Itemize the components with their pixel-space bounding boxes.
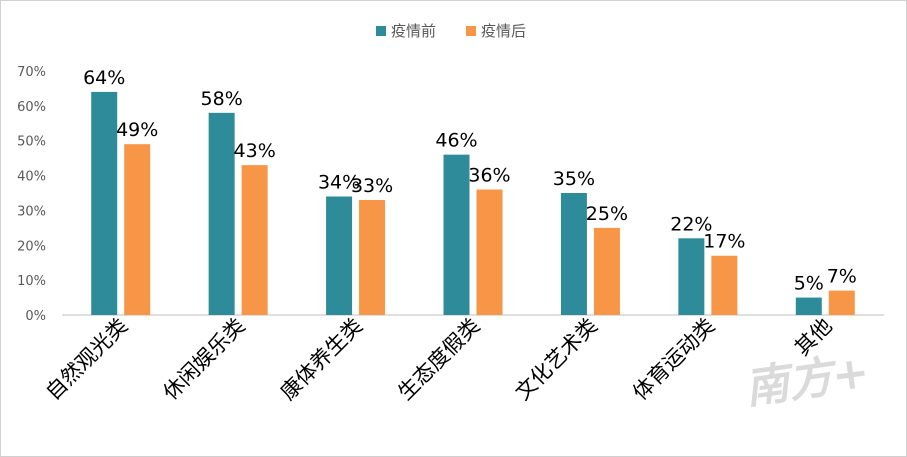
data-label: 22% bbox=[670, 213, 712, 235]
data-label: 64% bbox=[83, 67, 125, 89]
data-label: 49% bbox=[116, 119, 158, 141]
bar bbox=[711, 255, 738, 315]
bar bbox=[593, 227, 620, 315]
data-label: 25% bbox=[586, 203, 628, 225]
y-tick-label: 30% bbox=[17, 204, 46, 219]
data-label: 33% bbox=[351, 175, 393, 197]
bar bbox=[91, 91, 118, 316]
data-label: 36% bbox=[468, 165, 510, 187]
data-label: 5% bbox=[794, 273, 824, 295]
legend-swatch bbox=[466, 26, 476, 36]
bar bbox=[241, 165, 268, 315]
y-tick-label: 60% bbox=[17, 100, 46, 115]
bar bbox=[560, 193, 587, 315]
category-label: 休闲娱乐类 bbox=[158, 314, 249, 405]
category-label: 体育运动类 bbox=[628, 314, 719, 405]
category-label: 其他 bbox=[790, 314, 837, 361]
category-label: 自然观光类 bbox=[41, 314, 132, 405]
bar bbox=[124, 144, 151, 315]
bar bbox=[828, 290, 855, 315]
y-tick-label: 20% bbox=[17, 239, 46, 254]
bar bbox=[359, 199, 386, 315]
legend-label: 疫情后 bbox=[481, 22, 526, 40]
y-tick-label: 0% bbox=[25, 309, 46, 324]
data-label: 43% bbox=[234, 140, 276, 162]
category-label: 文化艺术类 bbox=[511, 314, 602, 405]
data-label: 17% bbox=[703, 231, 745, 253]
data-label: 7% bbox=[827, 266, 857, 288]
bar bbox=[208, 112, 235, 315]
data-label: 34% bbox=[318, 171, 360, 193]
bar bbox=[476, 189, 503, 315]
data-label: 58% bbox=[201, 88, 243, 110]
category-label: 康体养生类 bbox=[276, 314, 367, 405]
legend-label: 疫情前 bbox=[391, 22, 436, 40]
category-label: 生态度假类 bbox=[393, 314, 484, 405]
legend-swatch bbox=[376, 26, 386, 36]
bar bbox=[795, 297, 822, 315]
y-tick-label: 50% bbox=[17, 135, 46, 150]
bar bbox=[678, 238, 705, 315]
bar bbox=[326, 196, 353, 315]
y-tick-label: 10% bbox=[17, 274, 46, 289]
data-label: 35% bbox=[553, 168, 595, 190]
data-label: 46% bbox=[435, 130, 477, 152]
bar bbox=[443, 154, 470, 315]
y-tick-label: 70% bbox=[17, 65, 46, 80]
y-tick-label: 40% bbox=[17, 170, 46, 185]
